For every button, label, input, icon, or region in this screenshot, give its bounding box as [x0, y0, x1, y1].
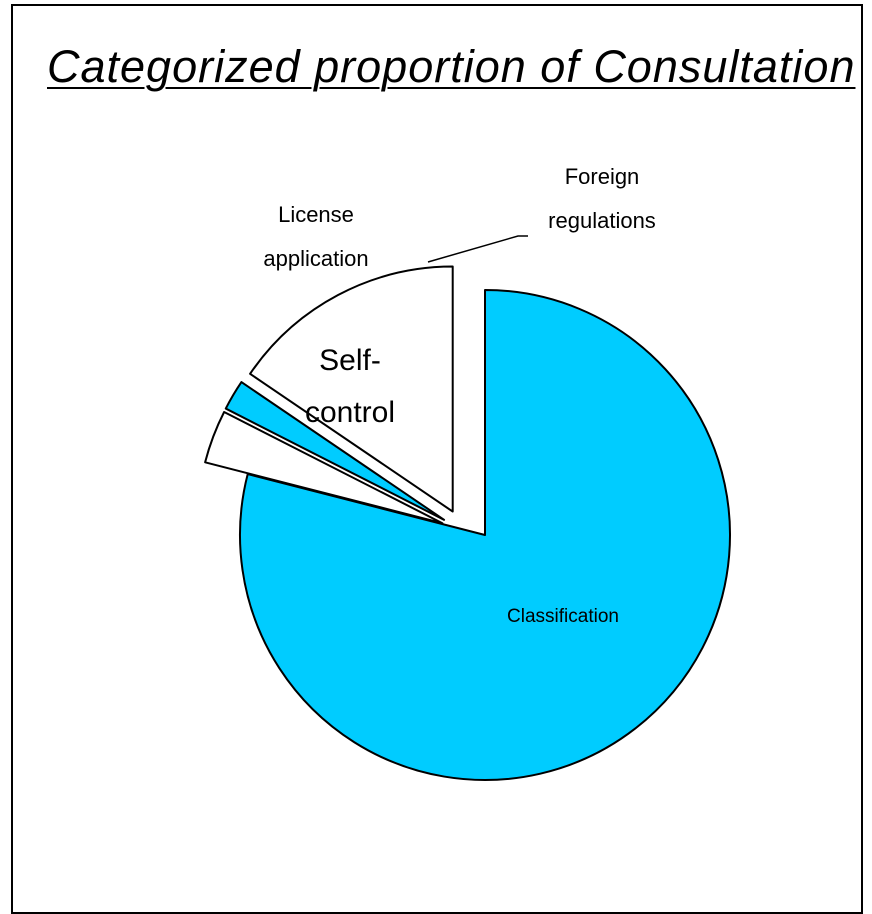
pie-slice-foreign-regulations — [204, 410, 444, 525]
pie-slice-self-control — [249, 265, 454, 513]
slice-label-license-application: License application — [263, 202, 368, 271]
pie-slice-license-application — [224, 381, 446, 521]
chart-title: Categorized proportion of Consultation — [47, 41, 856, 92]
slice-label-self-control: Self-control — [305, 344, 395, 429]
slice-label-classification: Classification — [507, 606, 619, 627]
leader-line-foreign-regulations — [427, 235, 528, 263]
pie-slice-classification — [239, 289, 731, 781]
slice-label-foreign-regulations: Foreign regulations — [548, 164, 656, 233]
